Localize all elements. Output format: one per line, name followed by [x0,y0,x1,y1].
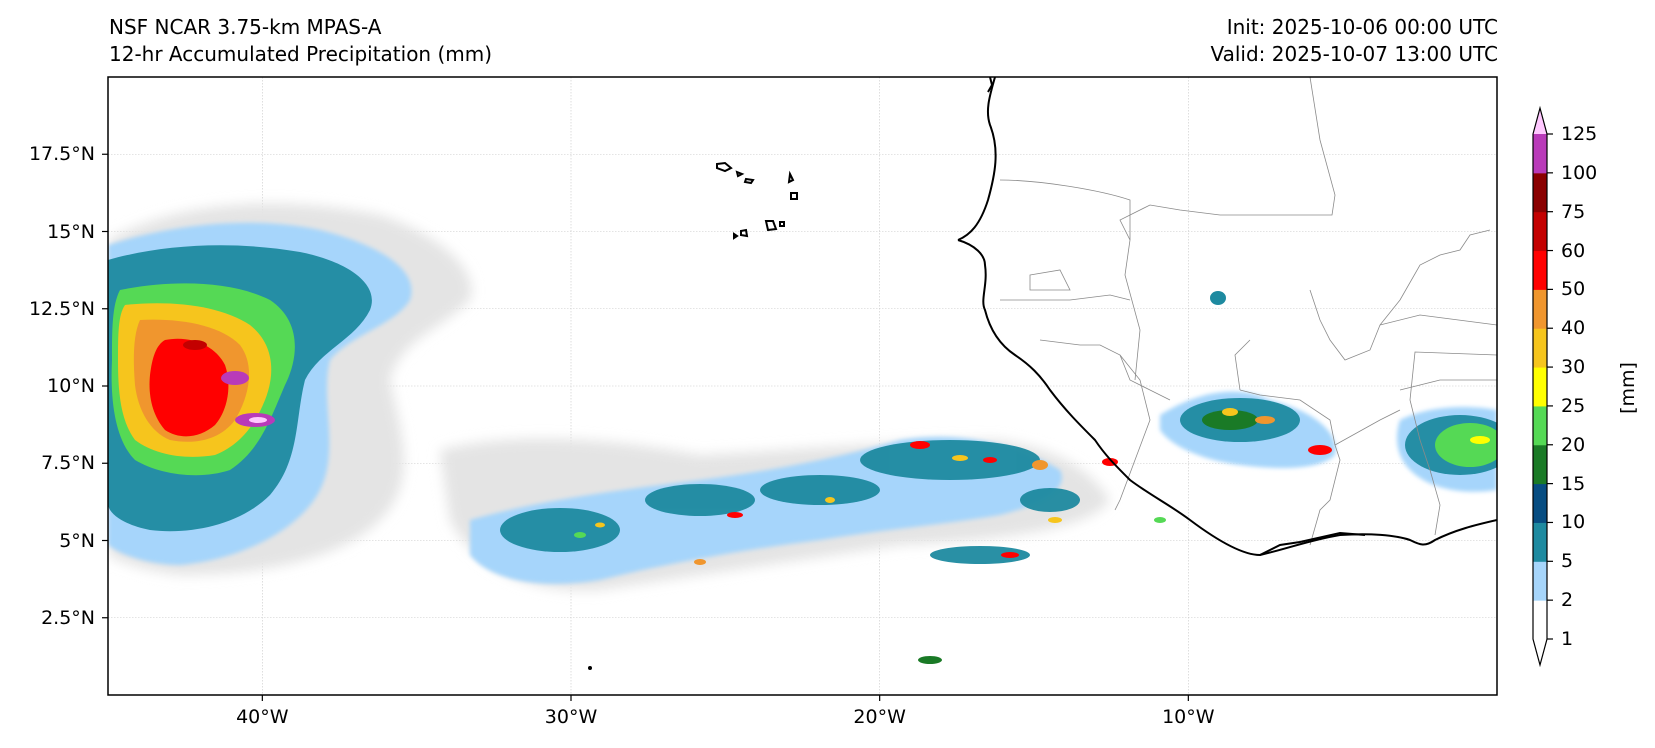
colorbar-level-label: 15 [1561,472,1586,495]
precip-scattered-cells [574,291,1490,664]
valid-time: Valid: 2025-10-07 13:00 UTC [1210,42,1498,66]
colorbar-level-label: 25 [1561,394,1586,417]
lon-tick-label: 30°W [544,706,598,728]
colorbar-extend-max [1533,108,1547,134]
colorbar-segment [1533,561,1547,601]
colorbar-segment [1533,405,1547,446]
colorbar-level-label: 75 [1561,200,1586,223]
colorbar-segment [1533,250,1547,290]
colorbar-level-label: 50 [1561,278,1586,301]
colorbar-level-label: 60 [1561,239,1586,262]
lat-tick-label: 7.5°N [41,452,95,475]
lon-tick-label: 20°W [853,706,906,728]
init-time: Init: 2025-10-06 00:00 UTC [1226,15,1498,39]
colorbar-level-label: 10 [1561,511,1586,534]
lat-tick-label: 10°N [47,375,95,397]
colorbar-level-label: 125 [1561,123,1598,145]
axis-ticks [102,153,1189,701]
small-island [588,666,592,670]
colorbar-level-label: 1 [1561,628,1574,650]
colorbar-segment [1533,172,1547,213]
precip-50-125mm-area [149,338,275,437]
colorbar-unit-label: [mm] [1617,362,1639,414]
cape-verde-islands [716,161,798,240]
map-plot-area [108,77,1497,695]
colorbar [1532,105,1553,668]
colorbar-segment [1533,600,1547,640]
colorbar-level-label: 40 [1561,317,1586,340]
colorbar-level-label: 2 [1561,589,1574,612]
field-title: 12-hr Accumulated Precipitation (mm) [109,42,493,66]
colorbar-extend-min [1533,639,1547,665]
colorbar-level-label: 100 [1561,161,1598,184]
lon-tick-label: 10°W [1162,706,1215,728]
lat-tick-label: 12.5°N [28,297,95,320]
colorbar-segment [1533,367,1547,407]
colorbar-segment [1533,522,1547,562]
coastline [957,77,1497,557]
lat-tick-label: 17.5°N [28,143,95,166]
lon-tick-label: 40°W [236,706,289,728]
lat-tick-label: 2.5°N [41,606,95,629]
colorbar-segment [1533,211,1547,252]
colorbar-segment [1533,289,1547,329]
colorbar-level-label: 5 [1561,550,1574,573]
lat-tick-label: 15°N [47,220,95,243]
colorbar-level-label: 30 [1561,356,1586,379]
country-borders [999,77,1497,546]
colorbar-segment [1533,134,1547,174]
colorbar-segment [1533,444,1547,485]
colorbar-segment [1533,483,1547,523]
model-title: NSF NCAR 3.75-km MPAS-A [109,15,382,39]
colorbar-segment [1533,328,1547,368]
lat-tick-label: 5°N [59,529,95,552]
colorbar-level-label: 20 [1561,433,1586,456]
